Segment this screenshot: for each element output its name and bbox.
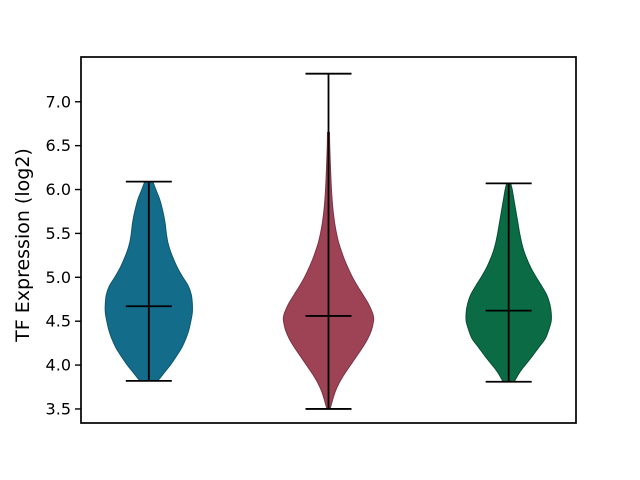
y-tick-label: 6.5 [46,136,71,155]
plot-frame [80,56,577,424]
y-tick-label: 4.5 [46,312,71,331]
y-tick-label: 5.5 [46,224,71,243]
y-tick-label: 6.0 [46,180,71,199]
y-tick-label: 3.5 [46,399,71,418]
y-axis-ticks-group: 7.0 6.5 6.0 5.5 5.0 4.5 4.0 3.5 [46,92,81,418]
y-tick-label: 5.0 [46,268,71,287]
y-tick-label: 7.0 [46,92,71,111]
y-axis-label: TF Expression (log2) [12,148,34,343]
y-tick-label: 4.0 [46,356,71,375]
violins-group [104,72,552,410]
